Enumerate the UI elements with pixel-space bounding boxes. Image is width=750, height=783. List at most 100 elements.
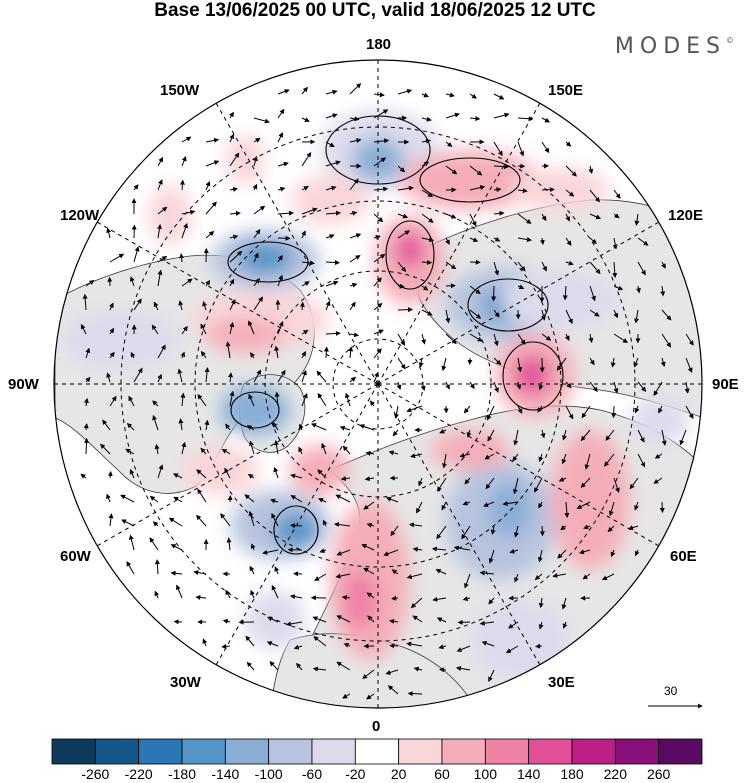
wind-vector <box>552 573 567 578</box>
wind-vector <box>661 333 672 348</box>
lon-label-90w: 90W <box>8 376 39 393</box>
wind-vector <box>441 501 447 511</box>
wind-vector <box>301 152 312 167</box>
wind-vector <box>323 346 329 359</box>
lon-label-120e: 120E <box>668 207 704 224</box>
wind-vector <box>445 141 453 148</box>
wind-vector <box>312 616 327 623</box>
wind-vector <box>153 301 159 311</box>
wind-vector <box>85 347 91 359</box>
wind-vector <box>220 513 231 527</box>
wind-vector <box>285 621 303 627</box>
wind-vector <box>250 352 255 359</box>
wind-vector <box>247 320 255 335</box>
colorbar-tick: 100 <box>473 766 498 782</box>
wind-vector <box>605 429 615 441</box>
wind-vector <box>562 285 568 301</box>
anomaly-pos <box>290 175 370 225</box>
wind-vector <box>271 513 279 527</box>
wind-vector <box>342 445 351 455</box>
wind-vector <box>562 621 568 629</box>
wind-vector <box>325 185 337 191</box>
wind-vector <box>392 429 399 437</box>
wind-vector <box>637 261 646 276</box>
wind-vector <box>412 546 423 552</box>
wind-vector <box>133 367 143 383</box>
wind-vector <box>491 285 497 302</box>
wind-vector <box>173 473 183 479</box>
wind-vector <box>457 619 471 625</box>
wind-vector <box>383 549 399 557</box>
wind-vector <box>277 369 286 383</box>
wind-vector <box>391 595 399 601</box>
wind-vector <box>538 501 543 509</box>
wind-vector <box>373 348 382 359</box>
wind-vector <box>342 693 351 699</box>
colorbar-tick: -20 <box>345 766 366 782</box>
anomaly-neg <box>237 242 293 274</box>
wind-vector <box>420 381 426 392</box>
wind-vector <box>366 522 375 528</box>
colorbar-swatch <box>441 738 486 765</box>
wind-vector <box>229 152 240 167</box>
wind-vector <box>389 618 399 624</box>
wind-vector <box>612 261 618 279</box>
wind-vector <box>336 661 351 671</box>
wind-vector <box>445 283 456 289</box>
wind-vector <box>589 261 601 275</box>
wind-vector <box>397 357 406 370</box>
wind-vector <box>445 92 455 98</box>
colorbar <box>51 738 703 765</box>
wind-vector <box>349 210 358 216</box>
wind-vector <box>106 227 112 239</box>
wind-vector <box>435 569 447 575</box>
wind-vector <box>637 453 646 468</box>
wind-vector <box>534 573 543 581</box>
wind-vector <box>565 165 577 177</box>
colorbar-swatch <box>224 738 270 765</box>
wind-vector <box>469 309 482 319</box>
wind-vector <box>634 213 640 226</box>
wind-vector <box>157 206 168 215</box>
wind-vector <box>325 141 335 148</box>
colorbar-swatch <box>354 738 400 765</box>
wind-vector <box>439 428 447 434</box>
wind-vector <box>517 237 532 242</box>
wind-vector <box>431 546 447 552</box>
wind-vector <box>340 476 351 482</box>
wind-vector <box>541 333 552 341</box>
wind-vector <box>373 302 383 311</box>
wind-vector <box>277 255 283 263</box>
wind-vector <box>613 333 629 343</box>
wind-vector <box>343 642 351 648</box>
wind-vector <box>584 453 591 470</box>
wind-vector <box>247 474 255 479</box>
graticule <box>54 60 702 708</box>
wind-vector <box>181 441 187 455</box>
wind-vector <box>507 621 519 629</box>
colorbar-tick: -220 <box>124 766 153 782</box>
wind-vector <box>534 477 543 493</box>
wind-vector <box>445 309 451 324</box>
wind-vector <box>252 183 258 191</box>
wind-vector <box>612 237 618 250</box>
colorbar-tick: 140 <box>516 766 541 782</box>
wind-vector <box>388 450 399 456</box>
wind-vector <box>660 357 666 368</box>
wind-vector <box>249 440 255 455</box>
wind-vector <box>339 425 351 431</box>
wind-vector <box>565 405 574 420</box>
wind-vector <box>82 293 88 311</box>
wind-vector <box>152 400 159 407</box>
map-boundary <box>53 59 703 709</box>
wind-vector <box>493 112 510 119</box>
wind-vector <box>200 447 207 455</box>
wind-vector <box>269 661 279 671</box>
wind-vector <box>421 309 433 316</box>
wind-vector <box>634 309 639 324</box>
wind-vector <box>373 329 384 335</box>
wind-vector <box>205 201 217 215</box>
wind-vector <box>418 477 423 487</box>
wind-vector <box>410 453 423 459</box>
